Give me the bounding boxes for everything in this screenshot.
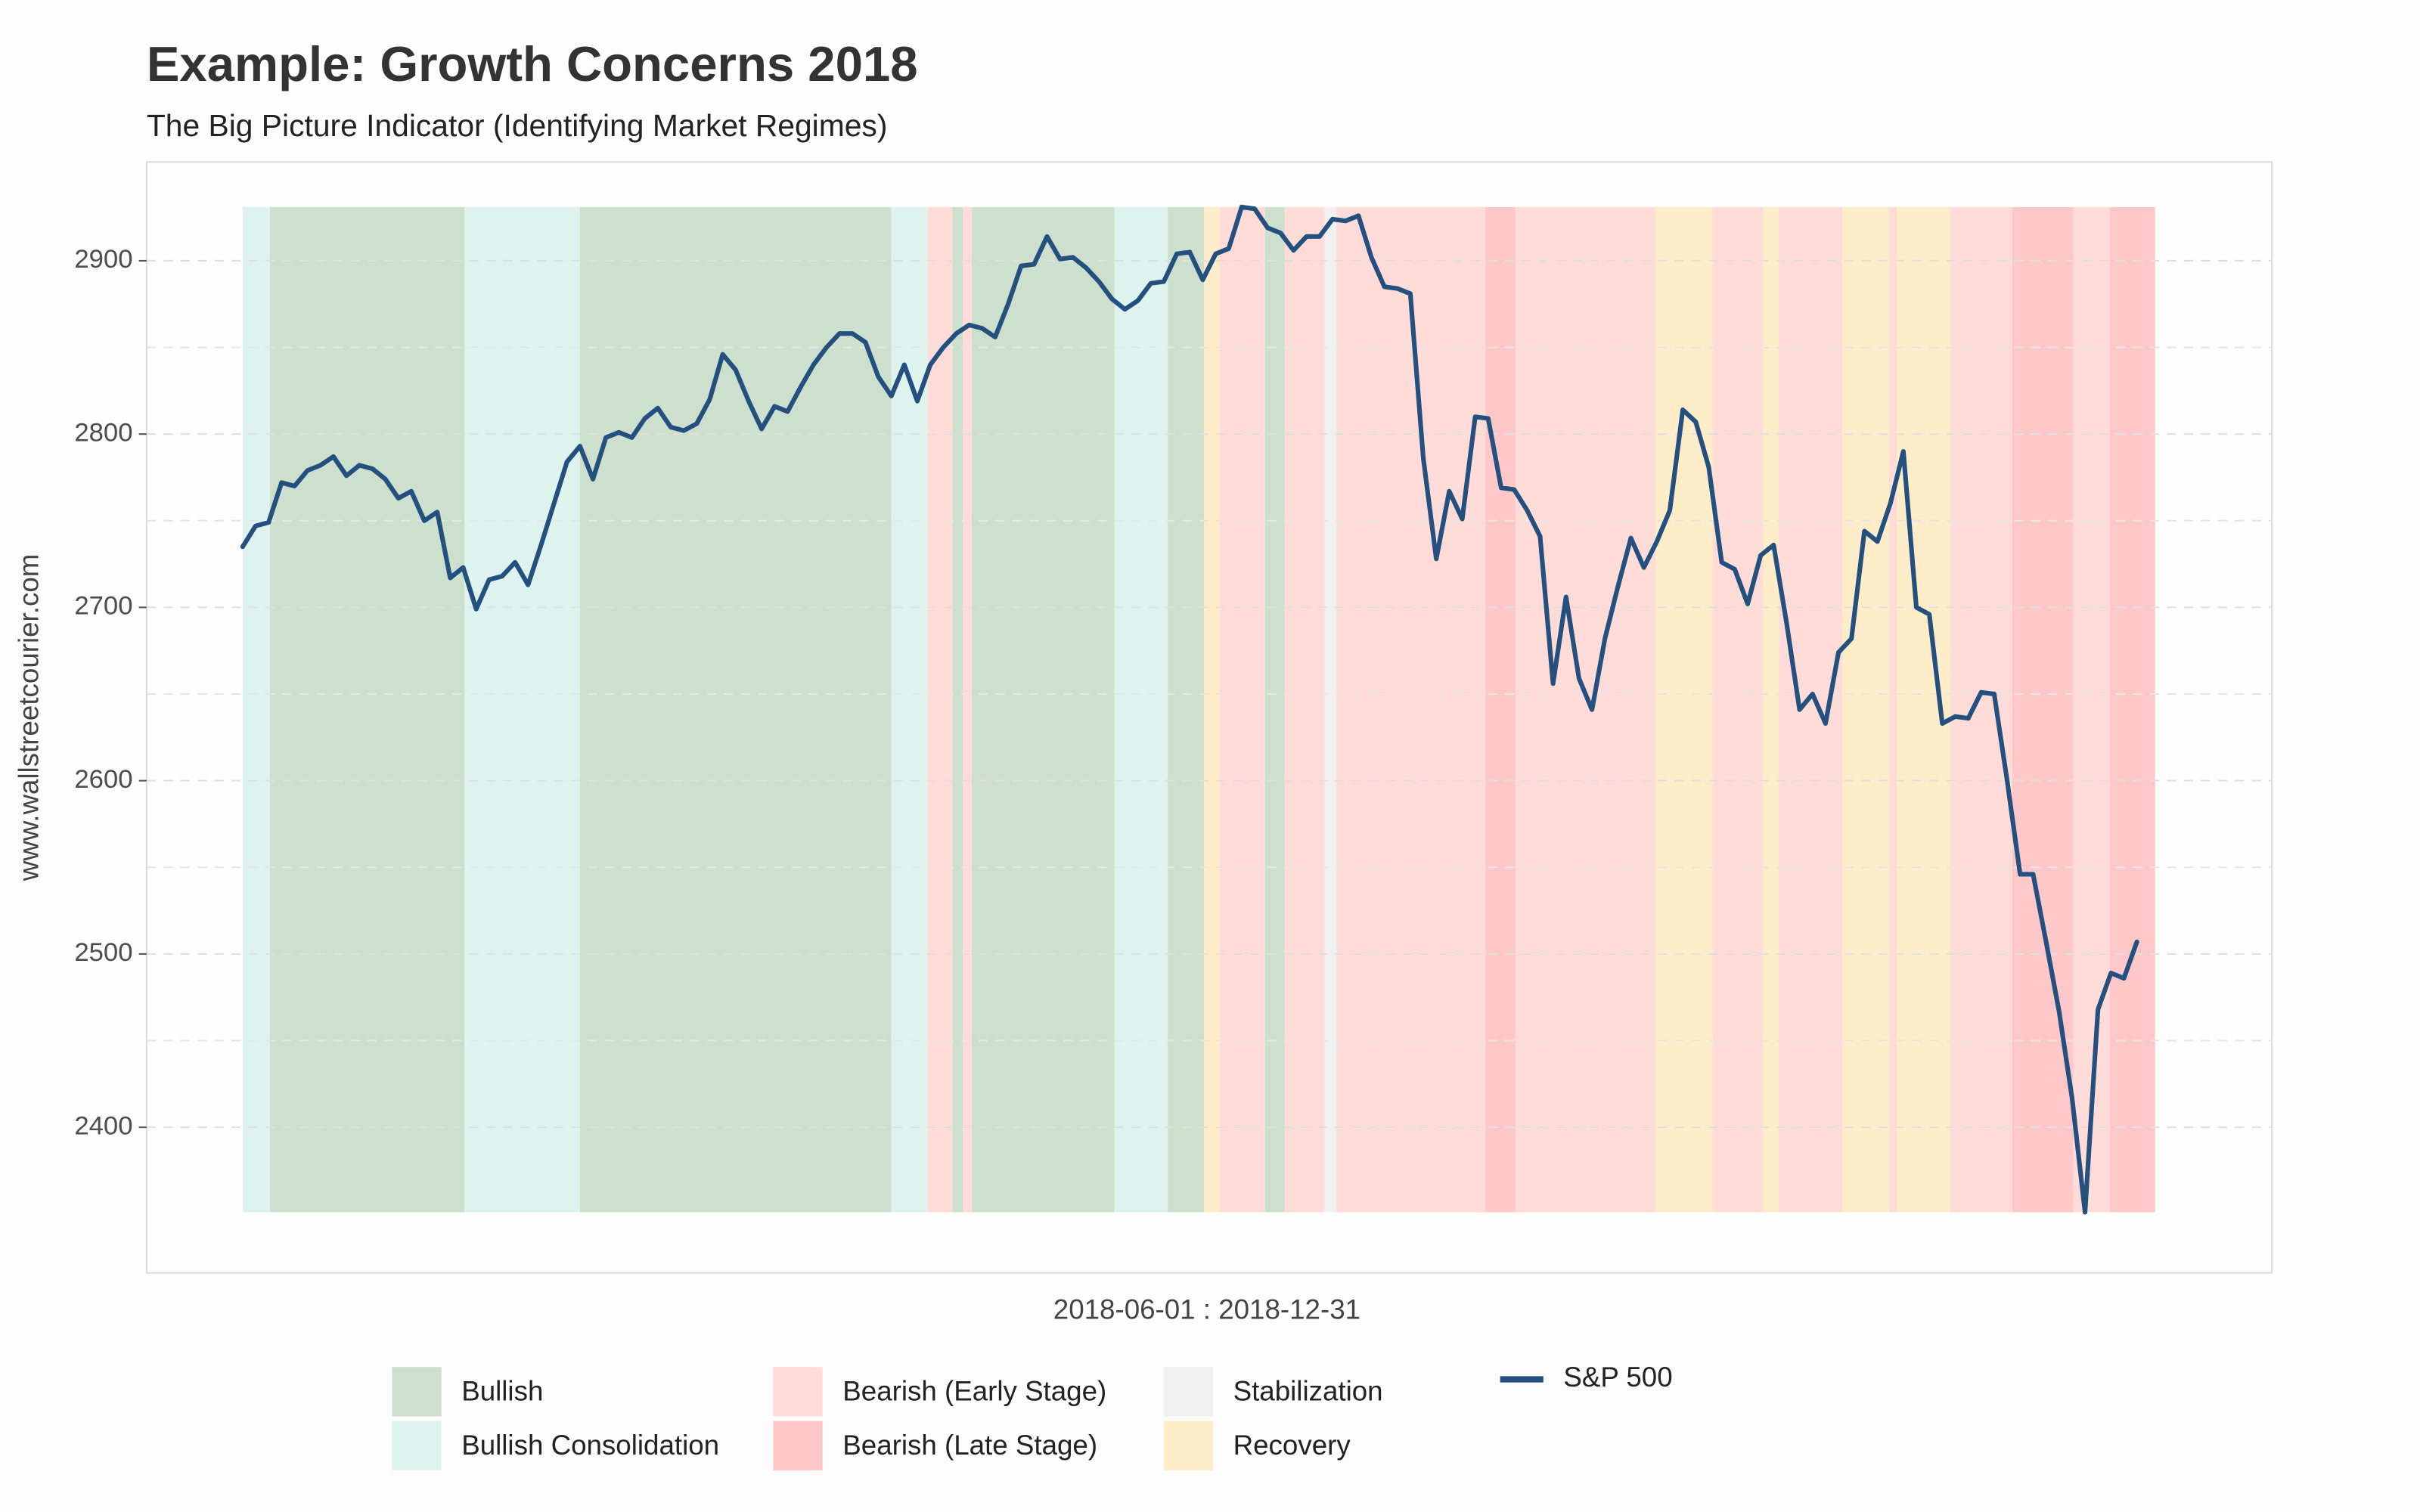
regime-band xyxy=(1204,206,1220,1213)
chart-subtitle: The Big Picture Indicator (Identifying M… xyxy=(147,108,888,143)
regime-band xyxy=(1712,206,1764,1213)
regime-band xyxy=(927,206,953,1213)
legend-swatch xyxy=(773,1421,823,1470)
regime-band xyxy=(2073,206,2110,1213)
y-axis-label: www.wallstreetcourier.com xyxy=(14,554,45,882)
series-line xyxy=(240,204,2139,1215)
regime-band xyxy=(1779,206,1843,1213)
regime-band xyxy=(1842,206,1889,1213)
bands xyxy=(242,206,2155,1213)
regime-band xyxy=(579,206,892,1213)
regime-band xyxy=(1888,206,1897,1213)
legend: Bullish Bullish Consolidation Bearish (Ear… xyxy=(392,1362,1673,1470)
y-tick-label: 2800 xyxy=(74,418,132,447)
y-tick-label: 2400 xyxy=(74,1111,132,1140)
lines xyxy=(240,204,2139,1215)
legend-label: Stabilization xyxy=(1233,1376,1383,1407)
y-tick-label: 2600 xyxy=(74,765,132,794)
regime-band xyxy=(972,206,1115,1213)
legend-label: Bearish (Late Stage) xyxy=(842,1430,1097,1461)
legend-label: Bullish xyxy=(461,1376,543,1407)
regime-band xyxy=(2109,206,2155,1213)
regime-band xyxy=(1515,206,1656,1213)
legend-label: S&P 500 xyxy=(1563,1362,1672,1393)
regime-band xyxy=(1284,206,1325,1213)
regime-band xyxy=(1324,206,1337,1213)
regime-band xyxy=(2012,206,2074,1213)
regime-band xyxy=(1336,206,1486,1213)
regime-band xyxy=(242,206,270,1213)
legend-swatch xyxy=(392,1367,442,1417)
regime-band xyxy=(1114,206,1168,1213)
legend-swatch xyxy=(1163,1367,1214,1417)
regime-band xyxy=(1264,206,1285,1213)
regime-band xyxy=(1168,206,1205,1213)
legend-label: Bullish Consolidation xyxy=(461,1430,719,1461)
regime-band xyxy=(269,206,465,1213)
legend-swatch xyxy=(1163,1421,1214,1470)
legend-swatch xyxy=(392,1421,442,1470)
regime-band xyxy=(1950,206,2012,1213)
regime-band xyxy=(1219,206,1265,1213)
legend-label: Bearish (Early Stage) xyxy=(842,1376,1106,1407)
regime-band xyxy=(891,206,928,1213)
regime-band xyxy=(464,206,580,1213)
x-axis-label: 2018-06-01 : 2018-12-31 xyxy=(1053,1294,1360,1325)
chart-title: Example: Growth Concerns 2018 xyxy=(147,36,918,91)
y-tick-label: 2700 xyxy=(74,592,132,621)
legend-swatch xyxy=(773,1367,823,1417)
regime-band xyxy=(952,206,963,1213)
regime-band xyxy=(1485,206,1516,1213)
legend-label: Recovery xyxy=(1233,1430,1351,1461)
y-tick-label: 2900 xyxy=(74,245,132,274)
y-tick-label: 2500 xyxy=(74,938,132,967)
regime-band xyxy=(963,206,973,1213)
regime-band xyxy=(1655,206,1713,1213)
regime-band xyxy=(1763,206,1779,1213)
